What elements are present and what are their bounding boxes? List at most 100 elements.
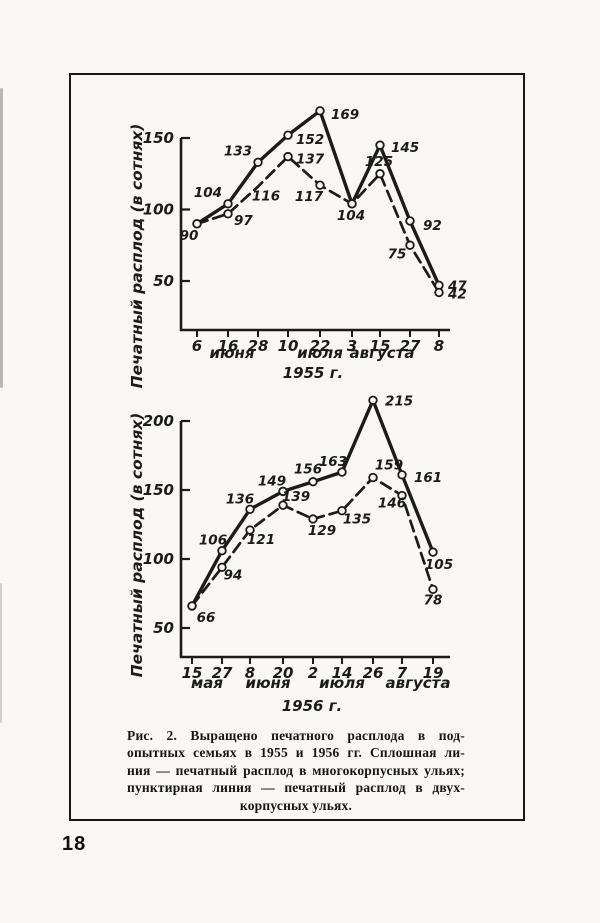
x-month-label: июня [245,674,290,692]
data-point-label: 159 [375,458,403,474]
data-point-label: 133 [224,143,252,159]
chart-year-label: 1955 г. [283,364,344,382]
data-point-marker [434,287,444,298]
data-point-marker [397,490,407,501]
data-point-marker [405,240,415,250]
x-day-label: 15 [182,664,203,682]
data-point-label: 42 [447,286,467,302]
data-point-marker [217,562,227,572]
scan-artifact [0,583,2,723]
data-point-label: 66 [197,610,216,626]
data-point-label: 136 [226,491,254,507]
y-tick-label: 50 [153,619,174,637]
data-point-marker [368,395,378,405]
x-day-label: 14 [332,664,353,682]
data-point-marker [308,477,318,487]
data-point-marker [337,506,347,516]
y-axis-title: Печатный расплод (в сотнях) [128,124,146,389]
data-point-marker [397,470,407,480]
data-point-label: 125 [365,154,393,170]
data-point-marker [223,199,233,209]
data-point-label: 152 [296,132,324,148]
data-point-marker [315,106,325,116]
data-point-marker [278,500,288,510]
x-day-label: 22 [310,337,331,355]
data-point-marker [375,169,385,179]
data-point-label: 47 [447,278,467,294]
data-point-label: 104 [337,208,365,224]
x-month-label: июля [297,344,343,362]
x-day-label: 7 [397,664,408,682]
caption-line: ния — печатный расплод в многокорпусных … [127,762,465,778]
data-point-label: 105 [425,557,453,573]
y-tick-label: 100 [143,550,174,568]
page-number: 18 [62,833,87,855]
data-point-label: 121 [247,532,275,548]
data-point-label: 97 [234,213,253,229]
scan-artifact [0,88,3,388]
data-point-marker [368,472,378,483]
x-day-label: 2 [308,664,318,682]
data-point-label: 94 [224,567,243,583]
x-day-label: 10 [278,337,299,355]
figure-caption: Рис. 2. Выращено печатного расплода в по… [127,727,465,814]
x-day-label: 3 [347,337,357,355]
data-point-label: 163 [319,454,347,470]
y-tick-label: 150 [143,129,174,147]
data-point-label: 156 [294,462,322,478]
x-month-label: августа [350,344,415,362]
data-point-marker [283,130,293,140]
data-point-label: 106 [199,533,227,549]
data-point-marker [347,199,357,209]
x-day-label: 8 [434,337,444,355]
data-point-label: 116 [252,189,280,205]
data-point-marker [245,525,255,535]
x-month-label: июня [209,344,254,362]
y-axis-title: Печатный расплод (в сотнях) [128,413,146,678]
data-point-label: 92 [423,218,442,234]
data-point-marker [192,219,202,229]
figure-frame-border [69,73,525,821]
data-point-marker [337,467,347,477]
data-point-marker [253,157,263,168]
chart-year-label: 1956 г. [282,697,343,715]
data-point-marker [187,601,197,611]
y-tick-label: 150 [143,481,174,499]
data-point-marker [223,209,233,219]
data-point-label: 135 [343,512,371,528]
data-point-marker [278,486,288,497]
x-day-label: 20 [273,664,294,682]
data-point-label: 169 [331,107,359,123]
data-point-label: 129 [308,523,336,539]
data-point-marker [375,140,385,150]
caption-line: пунктирная линия — печатный расплод в дв… [127,780,465,796]
data-point-marker [283,151,293,162]
caption-line: Рис. 2. Выращено печатного расплода в по… [127,728,465,743]
data-point-label: 117 [295,189,324,205]
data-point-label: 104 [194,185,222,201]
data-point-label: 78 [424,592,443,608]
caption-line: опытных семьях в 1955 и 1956 гг. Сплошна… [127,745,465,761]
data-point-marker [428,547,438,557]
x-month-label: июля [319,674,365,692]
x-day-label: 15 [370,337,391,355]
x-day-label: 28 [248,337,269,355]
y-tick-label: 100 [143,201,174,219]
data-point-label: 145 [391,140,419,156]
data-point-marker [308,514,318,524]
data-point-label: 149 [258,473,286,489]
data-point-marker [245,504,255,515]
data-point-label: 139 [282,489,310,505]
y-tick-label: 200 [143,412,174,430]
data-point-marker [315,180,325,190]
data-point-marker [428,584,438,595]
x-month-label: мая [191,674,223,692]
x-day-label: 19 [423,664,444,682]
data-point-label: 161 [414,470,442,486]
x-day-label: 6 [192,337,202,355]
data-point-marker [217,546,227,556]
x-day-label: 26 [363,664,384,682]
x-month-label: августа [386,674,451,692]
